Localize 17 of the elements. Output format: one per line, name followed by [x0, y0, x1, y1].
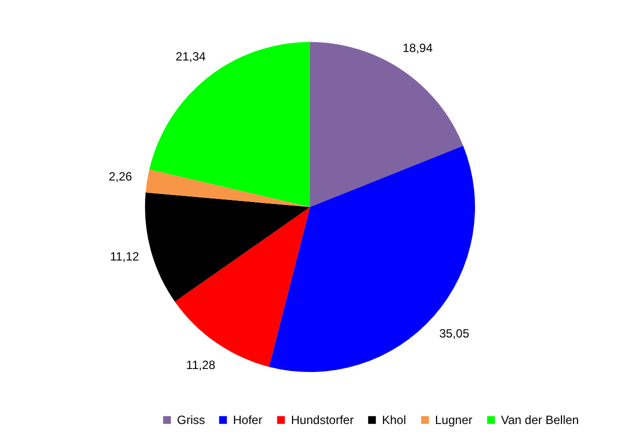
data-label: 18,94 [402, 41, 433, 56]
pie-slice [146, 169, 310, 207]
legend-label: Griss [177, 413, 205, 427]
pie-slice [310, 42, 464, 207]
legend-label: Van der Bellen [501, 413, 579, 427]
data-label: 11,28 [186, 358, 216, 372]
legend-label: Lugner [435, 413, 472, 427]
legend-label: Khol [382, 413, 406, 427]
legend-label: Hofer [233, 413, 262, 427]
data-label: 21,34 [176, 50, 206, 64]
pie-slice [149, 42, 310, 207]
pie-slice [145, 192, 310, 302]
data-label: 2,26 [108, 170, 132, 184]
pie-slice [269, 146, 475, 372]
data-label: 11,12 [110, 250, 140, 264]
legend-label: Hundstorfer [291, 413, 354, 427]
data-label: 35,05 [439, 326, 470, 341]
